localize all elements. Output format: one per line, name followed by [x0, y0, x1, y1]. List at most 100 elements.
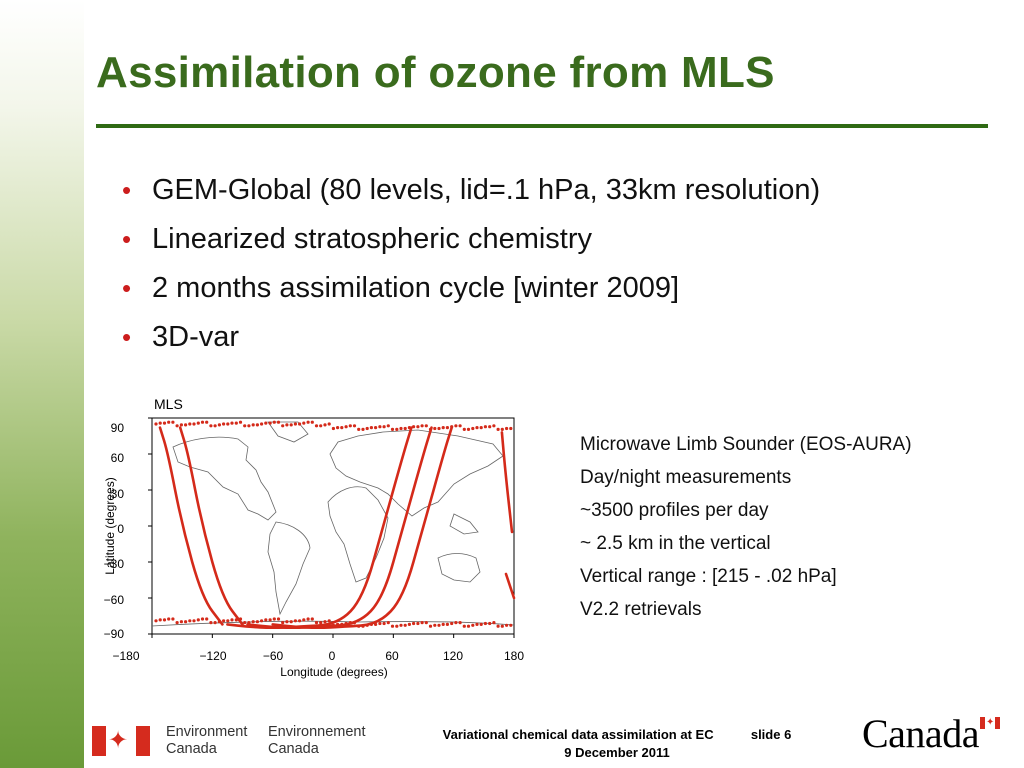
orbit-dot — [479, 426, 483, 430]
orbit-dot — [390, 624, 395, 628]
orbit-track-line — [500, 431, 514, 534]
footer-caption-line1: Variational chemical data assimilation a… — [442, 727, 792, 742]
orbit-dot — [336, 426, 340, 430]
slide-label: slide — [750, 727, 781, 742]
orbit-dot — [213, 424, 217, 428]
orbit-dot — [234, 618, 238, 622]
orbit-dot — [217, 620, 221, 624]
orbit-dot — [492, 621, 496, 625]
orbit-dot — [200, 420, 205, 424]
orbit-dot — [386, 424, 390, 428]
canada-flag-icon: ✦ — [92, 726, 150, 756]
orbit-dot — [175, 424, 179, 428]
orbit-dot — [361, 427, 365, 431]
orbit-dot — [500, 427, 504, 431]
orbit-dot — [243, 621, 247, 625]
orbit-dot — [179, 423, 183, 427]
orbit-dot — [462, 624, 466, 628]
x-tick-label: −60 — [263, 649, 284, 663]
orbit-dot — [192, 422, 196, 426]
orbit-dot — [310, 420, 314, 424]
y-tick-label: 0 — [117, 522, 124, 536]
orbit-dot — [488, 621, 492, 626]
orbit-dot — [264, 421, 268, 425]
orbit-dot — [255, 620, 259, 624]
orbit-dot — [293, 619, 297, 623]
orbit-dot — [251, 423, 255, 427]
orbit-dot — [298, 422, 302, 426]
bullet-text: Linearized stratospheric chemistry — [152, 223, 593, 255]
orbit-dot — [475, 622, 479, 626]
orbit-dot — [158, 618, 162, 622]
orbit-dot — [378, 425, 382, 429]
orbit-dot — [437, 623, 441, 627]
panel-label: MLS — [154, 396, 183, 412]
australia-outline — [437, 553, 481, 583]
orbit-dot — [331, 623, 335, 627]
fact-item: Microwave Limb Sounder (EOS-AURA) — [580, 434, 912, 455]
orbit-dot — [369, 622, 373, 626]
orbit-dot — [466, 427, 471, 431]
orbit-dot — [399, 426, 403, 431]
orbit-dot — [424, 424, 428, 428]
orbit-dot — [293, 422, 297, 426]
orbit-dot — [276, 420, 281, 424]
north-america-outline — [172, 436, 277, 521]
orbit-dot — [272, 617, 276, 621]
orbit-dot — [509, 623, 513, 627]
orbit-dot — [505, 623, 509, 627]
bullet-text: 2 months assimilation cycle [winter 2009… — [152, 272, 680, 304]
canada-wordmark: Canada — [862, 711, 979, 756]
orbit-dot — [217, 423, 221, 427]
orbit-dot — [268, 421, 272, 425]
orbit-dot — [162, 421, 167, 425]
fact-item: V2.2 retrievals — [580, 599, 702, 620]
orbit-dot — [412, 621, 416, 626]
orbit-dot — [306, 420, 310, 424]
orbit-dot — [433, 623, 437, 627]
orbit-dot — [458, 621, 462, 625]
orbit-dot — [196, 618, 200, 622]
bullet-text: GEM-Global (80 levels, lid=.1 hPa, 33km … — [152, 174, 821, 206]
orbit-dot — [340, 426, 344, 430]
orbit-dot — [230, 618, 234, 622]
orbit-dot — [475, 426, 479, 430]
orbit-dot — [403, 623, 407, 627]
orbit-dot — [323, 620, 327, 624]
bullet-item: • 3D-var — [122, 313, 820, 362]
orbit-dot — [344, 621, 348, 626]
orbit-dot — [458, 424, 462, 428]
orbit-dot — [399, 623, 403, 627]
orbit-dot — [171, 617, 175, 621]
y-tick-label: 60 — [111, 451, 125, 465]
south-america-outline — [267, 521, 311, 616]
orbit-dot — [382, 621, 386, 626]
orbit-dot — [348, 424, 352, 428]
orbit-dot — [184, 423, 188, 427]
bullet-dot-icon: • — [122, 224, 132, 254]
x-axis-label: Longitude (degrees) — [280, 665, 387, 679]
y-tick-label: −30 — [104, 557, 125, 571]
orbit-dot — [154, 422, 158, 426]
orbit-track-line — [178, 426, 244, 626]
wordmark-flag-icon: ✦ — [980, 717, 1000, 729]
orbit-dot — [272, 420, 276, 424]
orbit-dot — [395, 427, 399, 431]
orbit-track-line — [504, 572, 516, 600]
orbit-dot — [184, 620, 188, 624]
x-tick-label: 0 — [329, 649, 336, 663]
orbit-dot — [310, 617, 314, 621]
orbit-dot — [483, 621, 487, 626]
x-tick-label: 180 — [504, 649, 524, 663]
orbit-dot — [378, 621, 382, 626]
orbit-dot — [433, 426, 437, 431]
orbit-dot — [260, 619, 264, 623]
orbit-dot — [238, 420, 243, 424]
bullet-item: • 2 months assimilation cycle [winter 200… — [122, 264, 820, 313]
orbit-dot — [285, 423, 289, 427]
orbit-dot — [471, 623, 475, 627]
sidebar-gradient-bar — [0, 0, 84, 768]
africa-outline — [327, 486, 389, 583]
orbit-dot — [268, 618, 272, 622]
orbit-dot — [205, 617, 209, 621]
